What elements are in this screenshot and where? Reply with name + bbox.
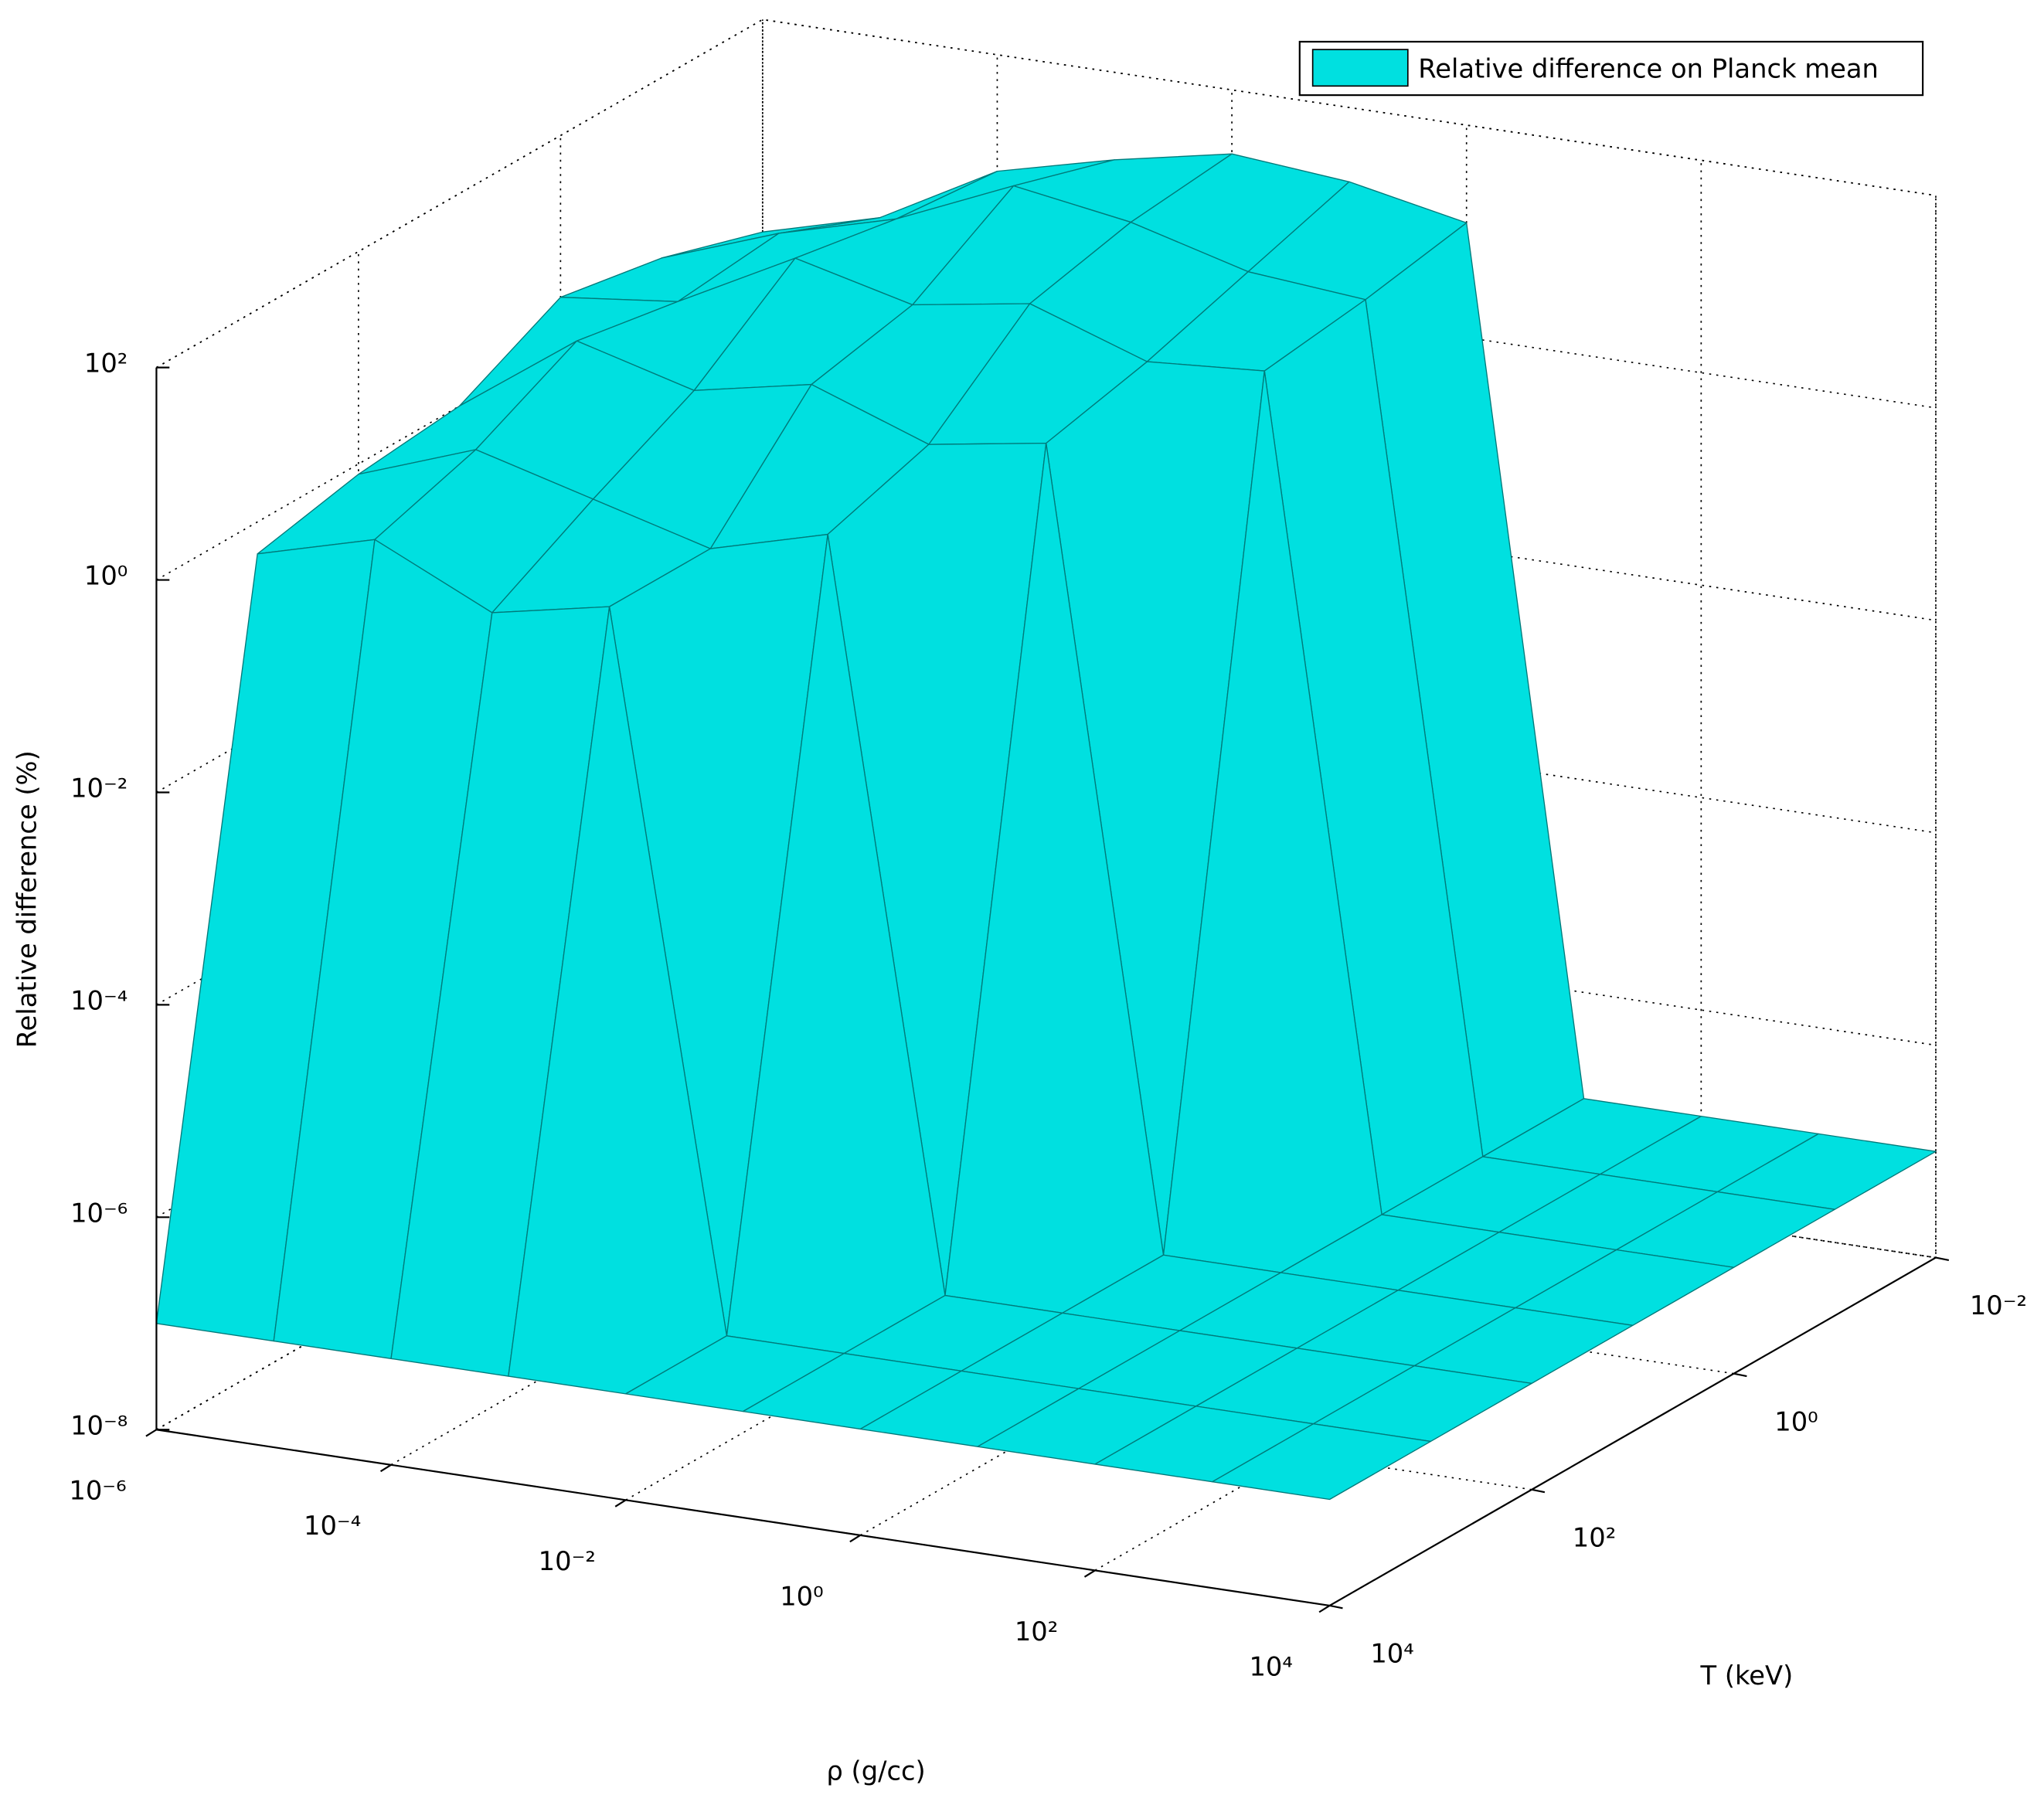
x-axis-label: ρ (g/cc) <box>826 1756 925 1786</box>
y-tick-label: 10⁰ <box>1774 1406 1818 1436</box>
z-tick-label: 10⁻⁸ <box>70 1410 128 1440</box>
y-tick-label: 10² <box>1573 1522 1616 1552</box>
x-tick-label: 10⁴ <box>1249 1651 1292 1681</box>
x-tick <box>1083 1569 1096 1578</box>
legend-label: Relative difference on Planck mean <box>1418 54 1879 84</box>
z-tick-label: 10⁻² <box>70 773 128 804</box>
x-tick-label: 10² <box>1015 1616 1058 1647</box>
z-axis-label: Relative difference (%) <box>12 750 43 1048</box>
y-axis-label: T (keV) <box>1700 1661 1794 1691</box>
y-tick <box>1935 1256 1950 1262</box>
z-tick-label: 10⁻⁶ <box>70 1198 128 1228</box>
x-tick-label: 10⁻² <box>539 1546 596 1576</box>
axis-line <box>1329 1256 1937 1606</box>
z-tick-label: 10⁻⁴ <box>70 986 128 1016</box>
x-tick <box>379 1463 392 1473</box>
y-tick <box>1733 1372 1747 1378</box>
surface-patch <box>1212 1423 1432 1501</box>
x-tick <box>614 1499 627 1508</box>
surface <box>155 153 1937 1501</box>
x-tick <box>145 1429 158 1437</box>
y-tick <box>1329 1604 1343 1610</box>
y-tick-label: 10⁻² <box>1970 1290 2027 1321</box>
legend-swatch <box>1311 49 1409 87</box>
z-tick-label: 10² <box>84 348 128 379</box>
y-tick-label: 10⁴ <box>1370 1639 1413 1669</box>
x-tick-label: 10⁻⁶ <box>69 1476 126 1506</box>
x-tick <box>1318 1605 1331 1613</box>
x-tick <box>849 1534 861 1543</box>
x-tick-label: 10⁰ <box>780 1581 823 1611</box>
legend: Relative difference on Planck mean <box>1298 40 1924 97</box>
axes: 10⁻⁸ 10⁻⁶ 10⁻⁴ 10⁻² 10⁰ 10² 10⁻⁶ 10⁻⁴ 10⁻² 10⁰ 10²… <box>69 348 2027 1682</box>
axis-line <box>156 1429 1330 1607</box>
y-tick <box>1531 1488 1546 1494</box>
z-tick-label: 10⁰ <box>84 561 128 591</box>
x-tick-label: 10⁻⁴ <box>304 1511 361 1541</box>
